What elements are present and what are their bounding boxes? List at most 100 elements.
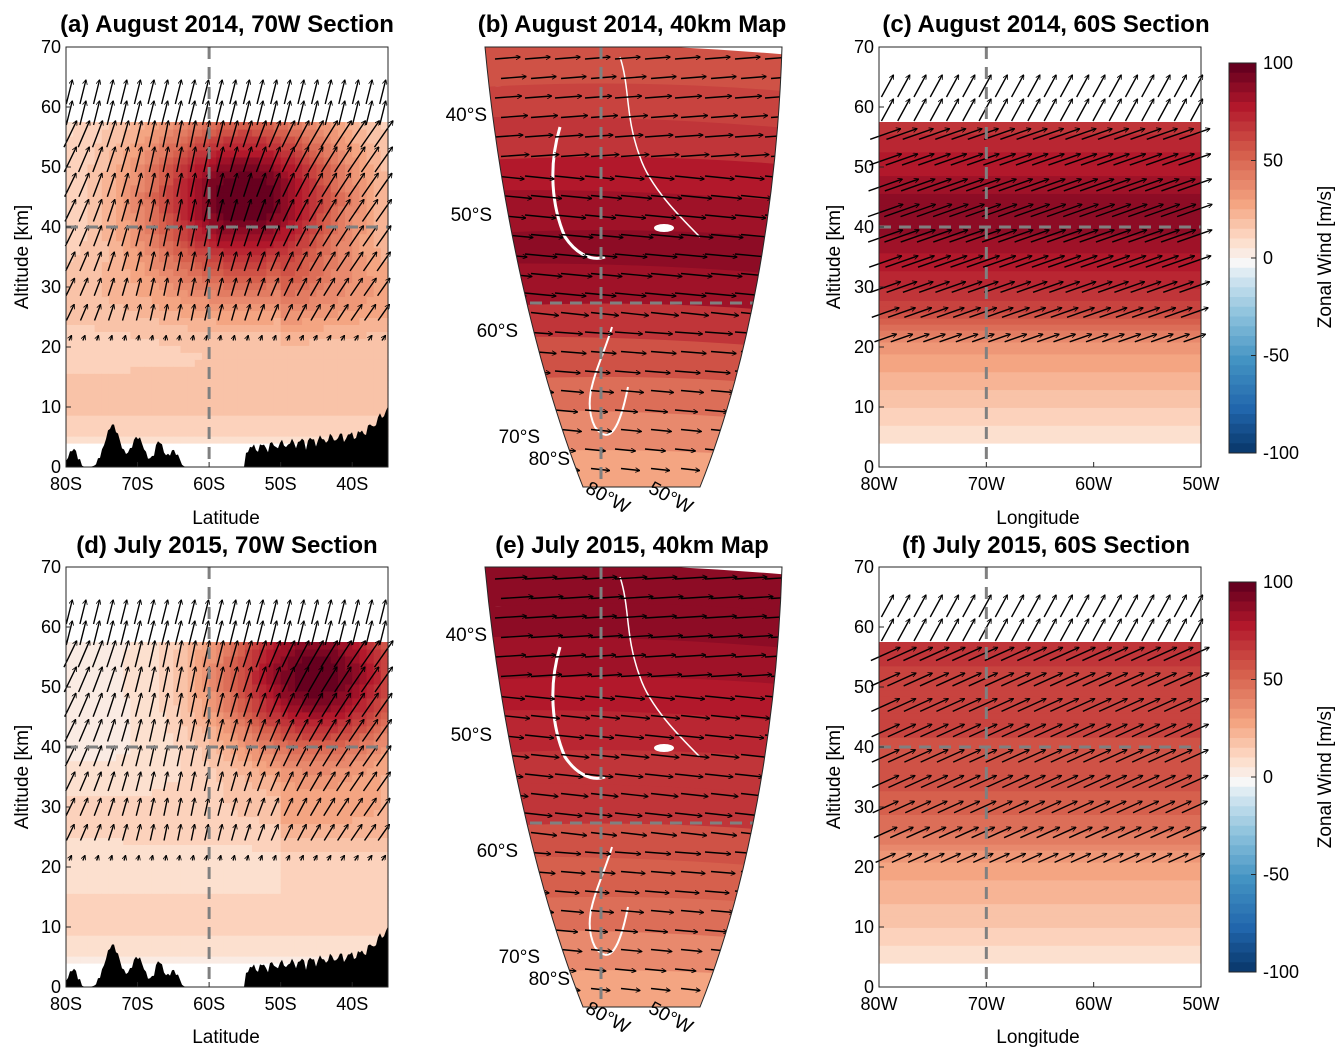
- contour-cell: [80, 879, 89, 887]
- contour-cell: [87, 725, 96, 734]
- contour-cell: [302, 655, 310, 664]
- contour-cell: [87, 753, 96, 762]
- contour-cell: [216, 247, 225, 256]
- wind-vector: [163, 278, 168, 296]
- contour-cell: [130, 697, 139, 706]
- contour-cell: [316, 704, 325, 713]
- contour-cell: [244, 331, 253, 339]
- contour-band: [879, 383, 1201, 391]
- contour-cell: [316, 914, 325, 922]
- contour-cell: [273, 156, 282, 165]
- contour-cell: [259, 900, 267, 908]
- contour-cell: [259, 317, 267, 325]
- contour-cell: [352, 795, 360, 804]
- contour-cell: [80, 774, 89, 783]
- contour-cell: [187, 690, 196, 699]
- contour-cell: [73, 128, 81, 137]
- contour-cell: [173, 170, 182, 179]
- contour-cell: [244, 128, 253, 137]
- contour-cell: [287, 914, 296, 922]
- contour-cell: [352, 268, 360, 277]
- contour-cell: [266, 851, 275, 859]
- contour-cell: [123, 219, 131, 228]
- contour-cell: [180, 401, 189, 409]
- contour-cell: [323, 436, 332, 444]
- contour-cell: [173, 387, 182, 395]
- contour-cell: [166, 837, 174, 845]
- contour-cell: [180, 830, 189, 838]
- wind-vector: [256, 200, 265, 222]
- contour-cell: [216, 415, 225, 423]
- wind-vector: [323, 304, 334, 321]
- contour-cell: [80, 697, 89, 706]
- contour-cell: [94, 317, 103, 325]
- contour-cell: [80, 704, 89, 713]
- contour-cell: [101, 642, 110, 650]
- contour-cell: [266, 289, 275, 298]
- contour-cell: [316, 289, 325, 298]
- contour-cell: [194, 802, 203, 811]
- contour-cell: [194, 394, 203, 402]
- contour-cell: [345, 359, 353, 367]
- contour-cell: [166, 893, 174, 901]
- contour-cell: [130, 310, 139, 318]
- contour-cell: [173, 746, 182, 755]
- contour-cell: [194, 268, 203, 277]
- contour-cell: [330, 837, 339, 845]
- contour-cell: [244, 310, 253, 318]
- contour-cell: [180, 767, 189, 776]
- wind-vector: [620, 391, 644, 393]
- panel-a-plot: [63, 46, 393, 468]
- contour-cell: [345, 352, 353, 360]
- contour-cell: [345, 816, 353, 825]
- contour-cell: [359, 177, 368, 186]
- wind-vector: [176, 173, 182, 197]
- contour-cell: [130, 683, 139, 692]
- contour-cell: [366, 170, 375, 179]
- contour-cell: [359, 324, 368, 332]
- contour-cell: [380, 408, 389, 416]
- contour-cell: [237, 893, 246, 901]
- contour-cell: [366, 163, 375, 172]
- contour-cell: [294, 122, 303, 130]
- contour-cell: [187, 893, 196, 901]
- contour-cell: [116, 205, 124, 214]
- wind-vector: [229, 147, 237, 173]
- wind-vector: [650, 77, 676, 79]
- wind-vector: [134, 121, 142, 148]
- contour-cell: [201, 122, 210, 130]
- wind-vector: [149, 226, 155, 247]
- contour-cell: [173, 642, 182, 650]
- contour-cell: [330, 268, 339, 277]
- contour-cell: [159, 135, 167, 144]
- contour-cell: [116, 683, 124, 692]
- wind-vector: [297, 80, 304, 105]
- contour-cell: [180, 851, 189, 859]
- contour-cell: [309, 219, 318, 228]
- contour-cell: [266, 324, 275, 332]
- contour-cell: [116, 415, 124, 423]
- contour-cell: [323, 851, 332, 859]
- contour-cell: [294, 387, 303, 395]
- contour-cell: [130, 352, 139, 360]
- wind-vector: [674, 214, 706, 218]
- island: [654, 224, 674, 232]
- contour-cell: [352, 226, 360, 235]
- contour-cell: [116, 184, 124, 193]
- contour-cell: [337, 872, 346, 880]
- contour-cell: [144, 317, 153, 325]
- contour-cell: [252, 921, 260, 929]
- contour-cell: [108, 233, 117, 242]
- contour-cell: [287, 366, 296, 374]
- contour-cell: [194, 303, 203, 312]
- contour-cell: [73, 655, 81, 664]
- contour-cell: [223, 212, 232, 221]
- contour-cell: [166, 907, 174, 915]
- contour-cell: [144, 170, 153, 179]
- contour-cell: [359, 415, 368, 423]
- contour-cell: [80, 310, 89, 318]
- contour-cell: [180, 135, 189, 144]
- contour-cell: [209, 900, 217, 908]
- wind-vector: [590, 155, 619, 157]
- contour-cell: [244, 942, 253, 950]
